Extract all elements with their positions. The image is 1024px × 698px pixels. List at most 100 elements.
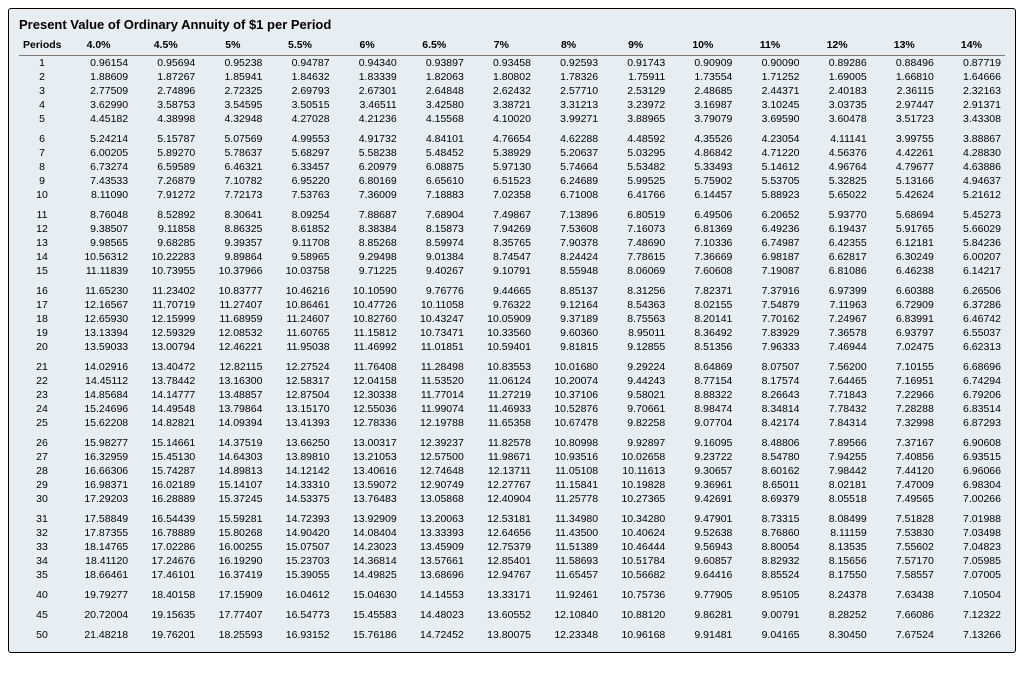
value-cell: 6.41766 — [602, 188, 669, 202]
value-cell: 7.57170 — [871, 554, 938, 568]
table-row: 10.961540.956940.952380.947870.943400.93… — [19, 56, 1005, 71]
value-cell: 4.35526 — [669, 132, 736, 146]
value-cell: 7.22966 — [871, 388, 938, 402]
value-cell: 7.78615 — [602, 250, 669, 264]
value-cell: 7.04823 — [938, 540, 1005, 554]
value-cell: 6.80169 — [334, 174, 401, 188]
value-cell: 7.51828 — [871, 512, 938, 526]
value-cell: 15.80268 — [199, 526, 266, 540]
value-cell: 16.66306 — [65, 464, 132, 478]
value-cell: 2.72325 — [199, 84, 266, 98]
value-cell: 11.92461 — [535, 588, 602, 602]
value-cell: 11.65457 — [535, 568, 602, 582]
value-cell: 6.14217 — [938, 264, 1005, 278]
rate-header: 5% — [199, 38, 266, 56]
value-cell: 8.30641 — [199, 208, 266, 222]
value-cell: 2.32163 — [938, 84, 1005, 98]
value-cell: 14.82821 — [132, 416, 199, 430]
rate-header: 8% — [535, 38, 602, 56]
value-cell: 10.83553 — [468, 360, 535, 374]
value-cell: 9.91481 — [669, 628, 736, 642]
value-cell: 12.13711 — [468, 464, 535, 478]
value-cell: 16.37419 — [199, 568, 266, 582]
value-cell: 16.19290 — [199, 554, 266, 568]
value-cell: 4.27028 — [266, 112, 333, 126]
value-cell: 7.66086 — [871, 608, 938, 622]
value-cell: 20.72004 — [65, 608, 132, 622]
value-cell: 14.64303 — [199, 450, 266, 464]
value-cell: 7.24967 — [804, 312, 871, 326]
value-cell: 16.00255 — [199, 540, 266, 554]
value-cell: 5.68297 — [266, 146, 333, 160]
rate-header: 7% — [468, 38, 535, 56]
value-cell: 3.16987 — [669, 98, 736, 112]
period-cell: 3 — [19, 84, 65, 98]
value-cell: 4.42261 — [871, 146, 938, 160]
value-cell: 11.46992 — [334, 340, 401, 354]
value-cell: 5.66029 — [938, 222, 1005, 236]
value-cell: 5.13166 — [871, 174, 938, 188]
value-cell: 16.54773 — [266, 608, 333, 622]
table-row: 2114.0291613.4047212.8211512.2752411.764… — [19, 360, 1005, 374]
period-cell: 19 — [19, 326, 65, 340]
value-cell: 8.13535 — [804, 540, 871, 554]
value-cell: 12.57500 — [401, 450, 468, 464]
value-cell: 17.15909 — [199, 588, 266, 602]
value-cell: 10.46216 — [266, 284, 333, 298]
table-row: 3418.4112017.2467616.1929015.2370314.368… — [19, 554, 1005, 568]
table-row: 129.385079.118588.863258.618528.383848.1… — [19, 222, 1005, 236]
value-cell: 7.36578 — [804, 326, 871, 340]
value-cell: 12.27524 — [266, 360, 333, 374]
value-cell: 7.02475 — [871, 340, 938, 354]
value-cell: 7.64465 — [804, 374, 871, 388]
table-row: 5021.4821819.7620118.2559316.9315215.761… — [19, 628, 1005, 642]
value-cell: 6.80519 — [602, 208, 669, 222]
period-cell: 10 — [19, 188, 65, 202]
value-cell: 14.09394 — [199, 416, 266, 430]
value-cell: 13.40616 — [334, 464, 401, 478]
value-cell: 11.51389 — [535, 540, 602, 554]
value-cell: 2.77509 — [65, 84, 132, 98]
value-cell: 8.08499 — [804, 512, 871, 526]
value-cell: 8.30450 — [804, 628, 871, 642]
value-cell: 10.67478 — [535, 416, 602, 430]
table-row: 2816.6630615.7428714.8981314.1214213.406… — [19, 464, 1005, 478]
value-cell: 12.46221 — [199, 340, 266, 354]
value-cell: 7.11963 — [804, 298, 871, 312]
value-cell: 13.92909 — [334, 512, 401, 526]
value-cell: 14.49548 — [132, 402, 199, 416]
value-cell: 1.83339 — [334, 70, 401, 84]
value-cell: 11.24607 — [266, 312, 333, 326]
value-cell: 10.02658 — [602, 450, 669, 464]
value-cell: 13.79864 — [199, 402, 266, 416]
value-cell: 5.20637 — [535, 146, 602, 160]
value-cell: 13.00794 — [132, 340, 199, 354]
value-cell: 5.84236 — [938, 236, 1005, 250]
value-cell: 11.60765 — [266, 326, 333, 340]
value-cell: 3.62990 — [65, 98, 132, 112]
table-row: 3217.8735516.7888915.8026814.9042014.084… — [19, 526, 1005, 540]
value-cell: 2.62432 — [468, 84, 535, 98]
period-cell: 25 — [19, 416, 65, 430]
value-cell: 8.77154 — [669, 374, 736, 388]
value-cell: 1.78326 — [535, 70, 602, 84]
value-cell: 8.54363 — [602, 298, 669, 312]
value-cell: 4.56376 — [804, 146, 871, 160]
value-cell: 6.00205 — [65, 146, 132, 160]
value-cell: 13.76483 — [334, 492, 401, 506]
value-cell: 10.82760 — [334, 312, 401, 326]
value-cell: 4.23054 — [736, 132, 803, 146]
value-cell: 7.49867 — [468, 208, 535, 222]
period-cell: 33 — [19, 540, 65, 554]
value-cell: 8.95105 — [736, 588, 803, 602]
value-cell: 2.48685 — [669, 84, 736, 98]
value-cell: 8.02181 — [804, 478, 871, 492]
value-cell: 8.20141 — [669, 312, 736, 326]
value-cell: 10.83777 — [199, 284, 266, 298]
value-cell: 5.33493 — [669, 160, 736, 174]
value-cell: 3.99755 — [871, 132, 938, 146]
value-cell: 6.81369 — [669, 222, 736, 236]
value-cell: 9.40267 — [401, 264, 468, 278]
value-cell: 15.23703 — [266, 554, 333, 568]
value-cell: 3.42580 — [401, 98, 468, 112]
